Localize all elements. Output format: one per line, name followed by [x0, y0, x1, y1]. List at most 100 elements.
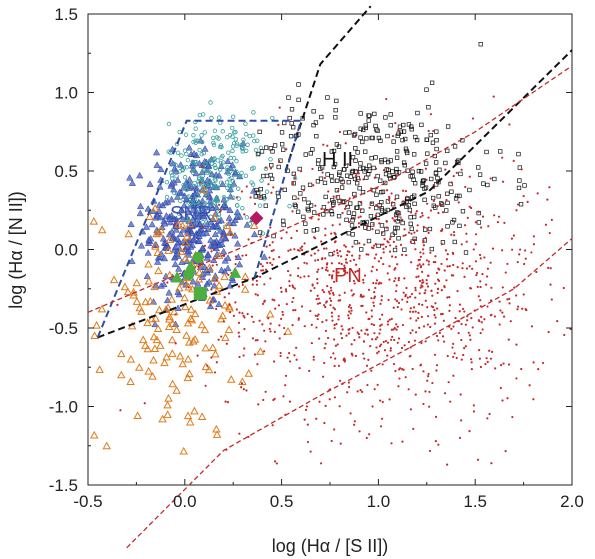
data-point [333, 327, 336, 330]
data-point [221, 333, 230, 341]
data-point [400, 137, 405, 143]
data-point [224, 400, 227, 403]
data-point [314, 134, 319, 139]
data-point [173, 193, 182, 200]
data-point [430, 289, 433, 292]
data-point [374, 205, 379, 211]
data-point [353, 423, 356, 426]
data-point [410, 232, 413, 235]
data-point [230, 148, 235, 154]
data-point [443, 286, 446, 289]
data-point [349, 259, 352, 263]
data-point [280, 237, 283, 240]
data-point [461, 267, 464, 270]
data-point [132, 278, 142, 287]
data-point [378, 222, 381, 225]
data-point [498, 300, 501, 303]
data-point [254, 293, 257, 296]
data-point [422, 325, 426, 328]
data-point [440, 203, 443, 207]
data-point [373, 332, 376, 335]
data-point [128, 179, 137, 186]
data-point [324, 227, 327, 230]
data-point [562, 286, 565, 290]
data-point [351, 254, 354, 257]
data-point [216, 136, 221, 141]
data-point [401, 323, 405, 327]
data-point [182, 231, 192, 240]
data-point [436, 205, 439, 208]
data-point [189, 206, 197, 213]
data-point [352, 279, 356, 283]
data-point [390, 169, 395, 174]
data-point [470, 206, 473, 210]
data-point [330, 311, 333, 314]
data-point [445, 279, 448, 282]
data-point [263, 350, 266, 353]
data-point [385, 207, 390, 213]
x-axis-title: log (Hα / [S II]) [272, 536, 388, 556]
data-point [146, 296, 155, 305]
data-point [255, 138, 260, 143]
data-point [285, 231, 288, 234]
data-point [431, 306, 435, 309]
data-point [461, 262, 464, 265]
data-point [358, 430, 361, 433]
data-point [215, 307, 218, 311]
data-point [517, 305, 520, 308]
data-point [257, 203, 263, 208]
data-point [313, 120, 319, 125]
data-point [504, 271, 507, 274]
data-point [409, 317, 412, 320]
data-point [208, 204, 217, 211]
data-point [315, 298, 318, 301]
data-point [324, 257, 327, 260]
data-point [477, 210, 480, 213]
data-point [135, 363, 144, 371]
data-point [310, 341, 313, 345]
data-point [508, 123, 511, 126]
data-point [450, 181, 453, 184]
data-point [207, 181, 212, 186]
data-point [342, 358, 345, 361]
data-point [343, 264, 346, 267]
data-point [445, 224, 450, 229]
data-point [253, 353, 257, 356]
data-point [254, 339, 257, 342]
data-point [240, 386, 243, 389]
data-point [315, 417, 318, 420]
data-point [341, 328, 344, 331]
data-point [224, 180, 230, 185]
data-point [214, 206, 220, 212]
data-point [211, 241, 219, 249]
data-point [374, 167, 378, 170]
data-point [166, 121, 172, 127]
data-point [335, 178, 340, 183]
data-point [168, 170, 174, 175]
data-point [278, 106, 281, 109]
data-point [310, 147, 315, 152]
data-point [410, 292, 414, 296]
data-point [331, 291, 335, 295]
data-point [377, 350, 380, 353]
data-point [532, 243, 536, 246]
data-point [284, 384, 287, 387]
data-point [400, 308, 403, 311]
data-point [216, 212, 222, 217]
data-point [446, 265, 449, 268]
data-point [345, 334, 348, 337]
data-point [464, 185, 467, 189]
data-point [133, 411, 142, 420]
data-point [454, 316, 457, 320]
data-point [423, 291, 426, 295]
data-point [153, 248, 162, 256]
data-point [234, 301, 237, 304]
data-point [421, 248, 425, 251]
data-point [255, 283, 259, 286]
data-point [452, 252, 455, 255]
data-point [476, 165, 481, 170]
data-point [202, 229, 211, 236]
data-point [203, 244, 207, 247]
data-point [359, 201, 362, 204]
data-point [263, 329, 266, 332]
